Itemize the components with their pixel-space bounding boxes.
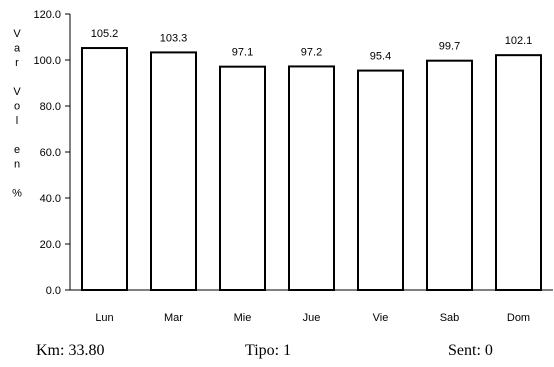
bars: 105.2 103.3 97.1 97.2 95.4 99.7 102.1 — [81, 28, 542, 292]
x-tick-label: Mar — [164, 312, 183, 324]
y-tick-label: 40.0 — [40, 193, 61, 205]
x-tick-label: Mie — [234, 312, 252, 324]
bar-vie — [357, 69, 404, 291]
data-label: 103.3 — [160, 32, 188, 44]
y-axis-label-char: a — [14, 43, 21, 55]
y-axis-label-char: V — [13, 86, 21, 98]
y-tick-label: 60.0 — [40, 147, 61, 159]
y-tick-label: 100.0 — [33, 55, 61, 67]
y-axis: 0.0 20.0 40.0 60.0 80.0 100.0 120.0 — [33, 9, 71, 297]
x-tick-label: Lun — [95, 312, 113, 324]
y-axis-label-char: % — [12, 188, 22, 200]
y-axis-label-char: l — [16, 115, 18, 127]
y-axis-label: Var Vol en% — [12, 28, 22, 200]
data-label: 97.1 — [232, 47, 253, 59]
y-axis-label-char: e — [14, 144, 20, 156]
y-tick-label: 20.0 — [40, 239, 61, 251]
y-axis-label-char: V — [13, 28, 21, 40]
bar-jue — [288, 65, 335, 291]
y-tick-label: 80.0 — [40, 101, 61, 113]
y-axis-label-char: n — [14, 159, 20, 171]
x-tick-label: Dom — [507, 312, 530, 324]
km-label: Km: 33.80 — [36, 342, 105, 359]
bar-mie — [219, 65, 266, 291]
bar-lun — [81, 47, 128, 292]
x-tick-label: Vie — [373, 312, 389, 324]
x-tick-label: Jue — [303, 312, 321, 324]
x-axis: Lun Mar Mie Jue Vie Sab Dom — [70, 289, 553, 324]
tipo-label: Tipo: 1 — [245, 342, 292, 359]
y-tick-label: 120.0 — [33, 9, 61, 21]
bar-mar — [150, 51, 197, 291]
data-label: 102.1 — [505, 35, 533, 47]
data-label: 99.7 — [439, 41, 460, 53]
bar-sab — [426, 59, 473, 291]
data-label: 95.4 — [370, 51, 391, 63]
y-tick-label: 0.0 — [46, 285, 61, 297]
bar-dom — [495, 54, 542, 291]
data-label: 97.2 — [301, 46, 322, 58]
y-axis-label-char: o — [14, 101, 20, 113]
x-tick-label: Sab — [440, 312, 460, 324]
y-axis-label-char: r — [15, 57, 19, 69]
data-label: 105.2 — [91, 28, 119, 40]
sent-label: Sent: 0 — [448, 342, 493, 359]
